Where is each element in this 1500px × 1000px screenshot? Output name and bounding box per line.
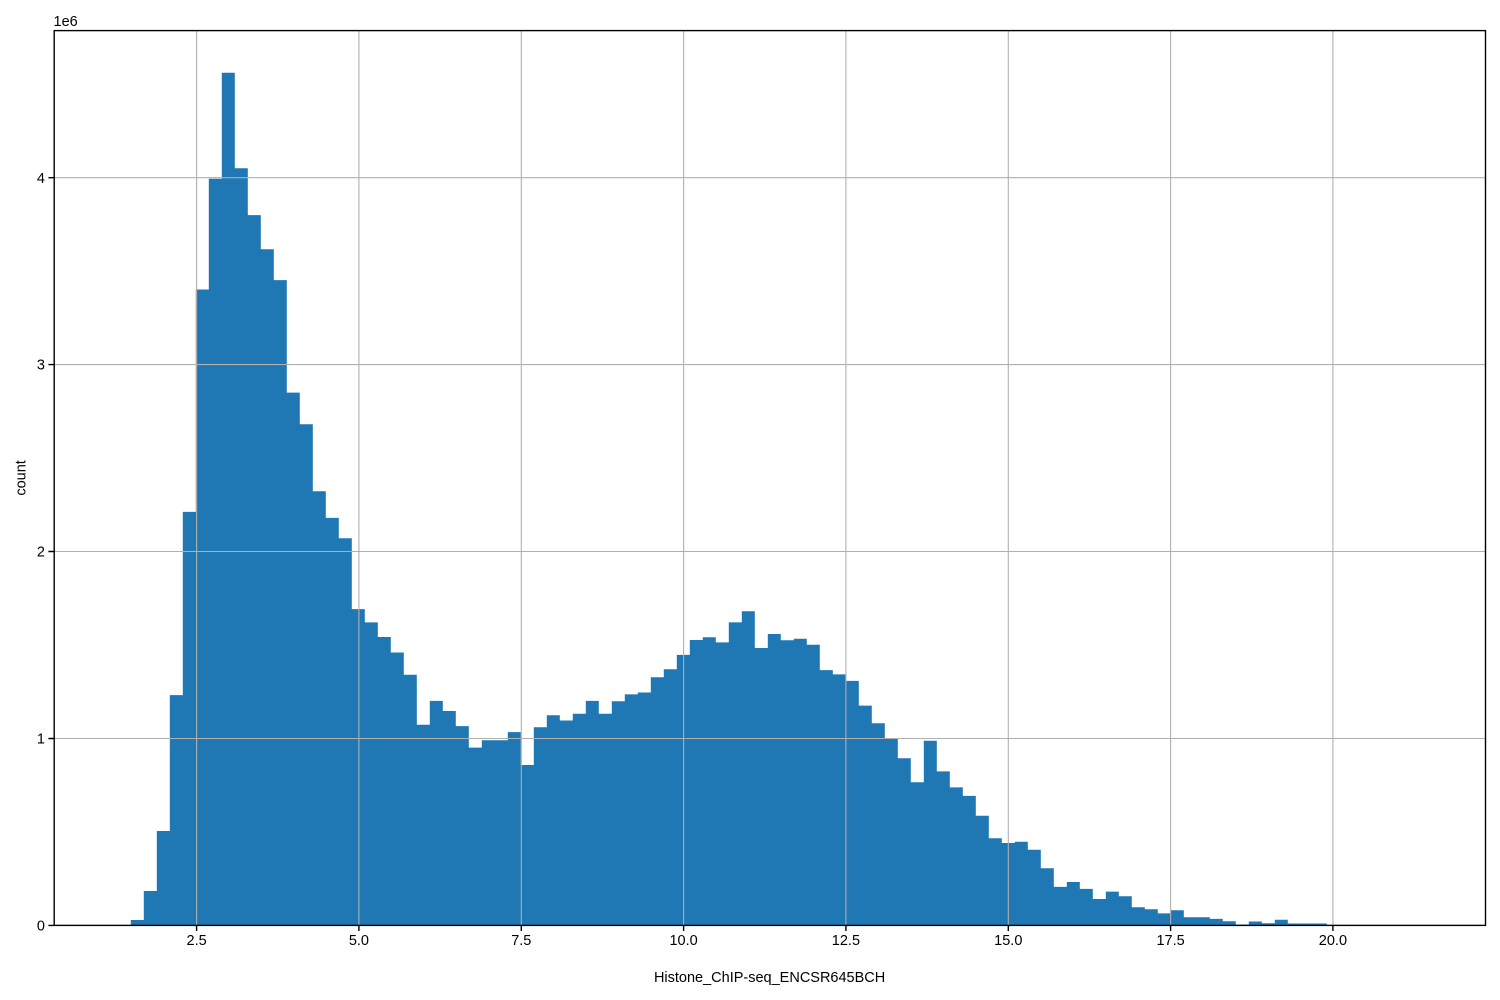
svg-text:2.5: 2.5 [187, 933, 207, 949]
svg-text:17.5: 17.5 [1156, 933, 1184, 949]
svg-text:count: count [14, 460, 30, 495]
svg-text:5.0: 5.0 [349, 933, 369, 949]
svg-text:12.5: 12.5 [832, 933, 860, 949]
svg-text:Histone_ChIP-seq_ENCSR645BCH: Histone_ChIP-seq_ENCSR645BCH [654, 970, 885, 986]
svg-text:3: 3 [37, 358, 45, 374]
svg-text:20.0: 20.0 [1319, 933, 1347, 949]
svg-text:0: 0 [37, 919, 45, 935]
svg-text:2: 2 [37, 545, 45, 561]
svg-text:10.0: 10.0 [669, 933, 697, 949]
svg-text:1: 1 [37, 732, 45, 748]
svg-text:4: 4 [37, 171, 45, 187]
svg-text:7.5: 7.5 [511, 933, 531, 949]
svg-text:15.0: 15.0 [994, 933, 1022, 949]
svg-text:1e6: 1e6 [54, 14, 78, 30]
